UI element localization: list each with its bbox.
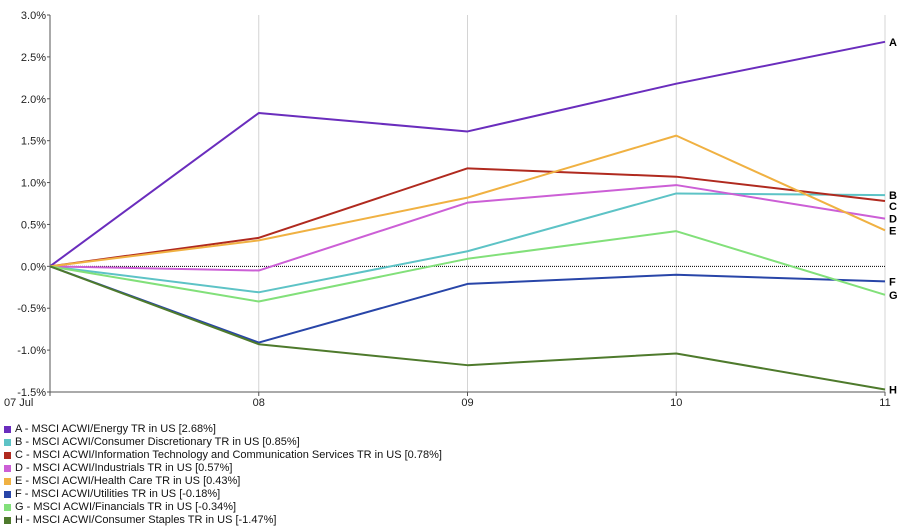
legend-item: D - MSCI ACWI/Industrials TR in US [0.57…	[4, 462, 442, 475]
legend-label: B - MSCI ACWI/Consumer Discretionary TR …	[15, 436, 300, 448]
x-tick-label: 11	[879, 397, 890, 409]
end-label-e: E	[889, 225, 896, 237]
legend-swatch	[4, 491, 11, 498]
legend-swatch	[4, 452, 11, 459]
legend-swatch	[4, 517, 11, 524]
y-tick-label: 1.0%	[21, 178, 46, 190]
series-line-c	[49, 167, 886, 268]
legend-item: F - MSCI ACWI/Utilities TR in US [-0.18%…	[4, 488, 442, 501]
end-label-g: G	[889, 290, 898, 302]
series-line-e	[49, 134, 886, 268]
legend-label: A - MSCI ACWI/Energy TR in US [2.68%]	[15, 423, 216, 435]
y-tick-label: -1.5%	[17, 387, 46, 399]
legend-label: E - MSCI ACWI/Health Care TR in US [0.43…	[15, 475, 241, 487]
x-tick-label: 10	[670, 397, 682, 409]
y-tick-label: 2.5%	[21, 52, 46, 64]
end-label-a: A	[889, 37, 897, 49]
series-line-h	[49, 265, 886, 391]
y-tick-label: -0.5%	[17, 303, 46, 315]
x-tick-label: 09	[461, 397, 473, 409]
legend-item: E - MSCI ACWI/Health Care TR in US [0.43…	[4, 475, 442, 488]
y-tick-label: -1.0%	[17, 345, 46, 357]
end-label-f: F	[889, 276, 896, 288]
x-axis-tick-labels: 07 Jul 08 09 10 11	[4, 397, 891, 409]
legend-swatch	[4, 504, 11, 511]
legend-swatch	[4, 465, 11, 472]
legend-item: G - MSCI ACWI/Financials TR in US [-0.34…	[4, 501, 442, 514]
legend: A - MSCI ACWI/Energy TR in US [2.68%] B -…	[4, 423, 442, 527]
legend-label: G - MSCI ACWI/Financials TR in US [-0.34…	[15, 501, 237, 513]
end-label-h: H	[889, 384, 897, 396]
series-line-g	[49, 230, 886, 303]
series-line-f	[49, 265, 886, 344]
y-tick-label: 1.5%	[21, 136, 46, 148]
end-label-c: C	[889, 201, 897, 213]
x-tick-label: 07 Jul	[4, 397, 33, 409]
end-label-d: D	[889, 214, 897, 226]
legend-label: F - MSCI ACWI/Utilities TR in US [-0.18%…	[15, 488, 221, 500]
y-tick-label: 0.5%	[21, 219, 46, 231]
end-label-b: B	[889, 190, 897, 202]
legend-label: H - MSCI ACWI/Consumer Staples TR in US …	[15, 514, 277, 526]
y-axis-tick-labels: 3.0% 2.5% 2.0% 1.5% 1.0% 0.5% 0.0% -0.5% -1.0% -1…	[17, 10, 46, 399]
legend-swatch	[4, 439, 11, 446]
legend-swatch	[4, 426, 11, 433]
y-tick-label: 3.0%	[21, 10, 46, 22]
legend-item: A - MSCI ACWI/Energy TR in US [2.68%]	[4, 423, 442, 436]
legend-item: H - MSCI ACWI/Consumer Staples TR in US …	[4, 514, 442, 527]
y-tick-label: 0.0%	[21, 261, 46, 273]
legend-label: C - MSCI ACWI/Information Technology and…	[15, 449, 442, 461]
series-line-d	[49, 184, 886, 272]
gridlines	[258, 15, 886, 392]
legend-swatch	[4, 478, 11, 485]
legend-item: B - MSCI ACWI/Consumer Discretionary TR …	[4, 436, 442, 449]
x-tick-label: 08	[253, 397, 265, 409]
legend-label: D - MSCI ACWI/Industrials TR in US [0.57…	[15, 462, 233, 474]
series-line-b	[49, 192, 886, 294]
line-chart: 3.0% 2.5% 2.0% 1.5% 1.0% 0.5% 0.0% -0.5% -1.0% -1…	[4, 10, 898, 409]
legend-item: C - MSCI ACWI/Information Technology and…	[4, 449, 442, 462]
y-tick-label: 2.0%	[21, 94, 46, 106]
series-lines	[49, 40, 886, 391]
series-line-a	[49, 40, 886, 268]
axes	[47, 14, 886, 396]
